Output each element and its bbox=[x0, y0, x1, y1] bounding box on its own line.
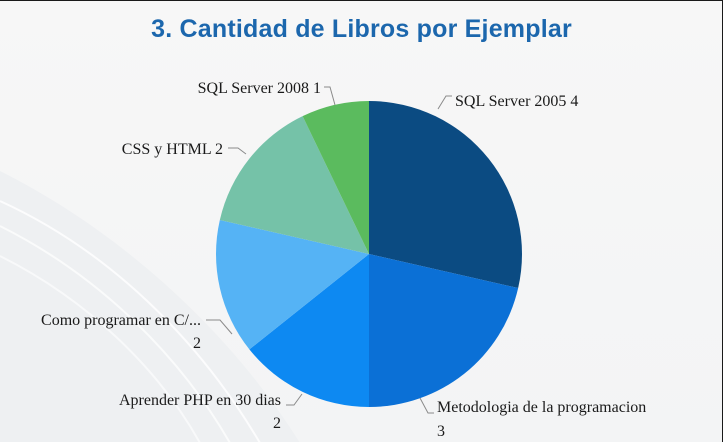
slice-label: Metodologia de la programacion bbox=[437, 399, 646, 416]
slice-value-label: 2 bbox=[193, 335, 201, 352]
slice-value-label: 2 bbox=[273, 415, 281, 432]
leader-line bbox=[437, 95, 452, 110]
pie-slice bbox=[216, 219, 369, 350]
slice-value-label: 3 bbox=[437, 423, 445, 440]
leader-line bbox=[286, 393, 303, 406]
pie-slice bbox=[369, 254, 519, 407]
pie-slice bbox=[302, 101, 369, 254]
slice-label: Como programar en C/... bbox=[41, 312, 201, 329]
pie-slice bbox=[249, 254, 369, 407]
leader-line bbox=[228, 147, 247, 155]
slice-label: SQL Server 2008 1 bbox=[198, 80, 321, 97]
leader-line bbox=[324, 86, 336, 106]
chart-title: 3. Cantidad de Libros por Ejemplar bbox=[151, 15, 572, 43]
slice-label: CSS y HTML 2 bbox=[122, 141, 223, 158]
slice-label: SQL Server 2005 4 bbox=[455, 93, 578, 110]
slice-label: Aprender PHP en 30 dias bbox=[119, 392, 281, 409]
leader-line bbox=[206, 319, 233, 335]
pie-slice bbox=[369, 101, 522, 289]
pie-slice bbox=[219, 116, 369, 255]
leader-line bbox=[419, 397, 434, 414]
